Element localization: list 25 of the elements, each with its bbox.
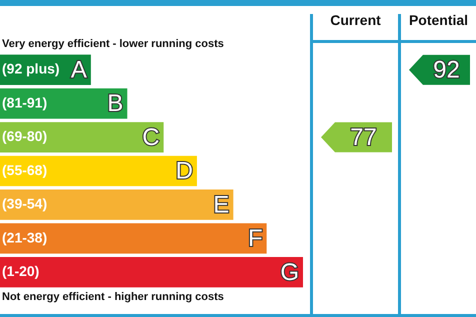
- annotation: (92 plus): [2, 60, 60, 77]
- text: 92: [433, 56, 460, 84]
- text: Potential: [408, 12, 468, 28]
- bar: [0, 122, 164, 152]
- y-tick-label: E: [213, 191, 230, 218]
- y-tick-label: G: [280, 258, 299, 286]
- text: 77: [350, 124, 377, 151]
- y-tick-label: C: [142, 124, 160, 151]
- annotation: (1-20): [2, 263, 40, 279]
- annotation: (81-91): [2, 94, 48, 110]
- text: Current: [330, 12, 382, 28]
- annotation: (39-54): [2, 196, 48, 212]
- bar: [0, 190, 234, 220]
- y-tick-label: D: [176, 158, 193, 185]
- bar: [0, 223, 267, 254]
- bar: [0, 256, 303, 288]
- y-tick-label: B: [107, 90, 124, 118]
- annotation: (69-80): [2, 128, 48, 144]
- x-axis-title: Not energy efficient - higher running costs: [2, 291, 224, 304]
- annotation: (55-68): [2, 162, 48, 178]
- chart-title: Very energy efficient - lower running costs: [2, 38, 224, 50]
- bar: [0, 156, 197, 186]
- annotation: (21-38): [2, 229, 48, 246]
- y-tick-label: A: [70, 56, 87, 84]
- y-tick-label: F: [248, 225, 263, 252]
